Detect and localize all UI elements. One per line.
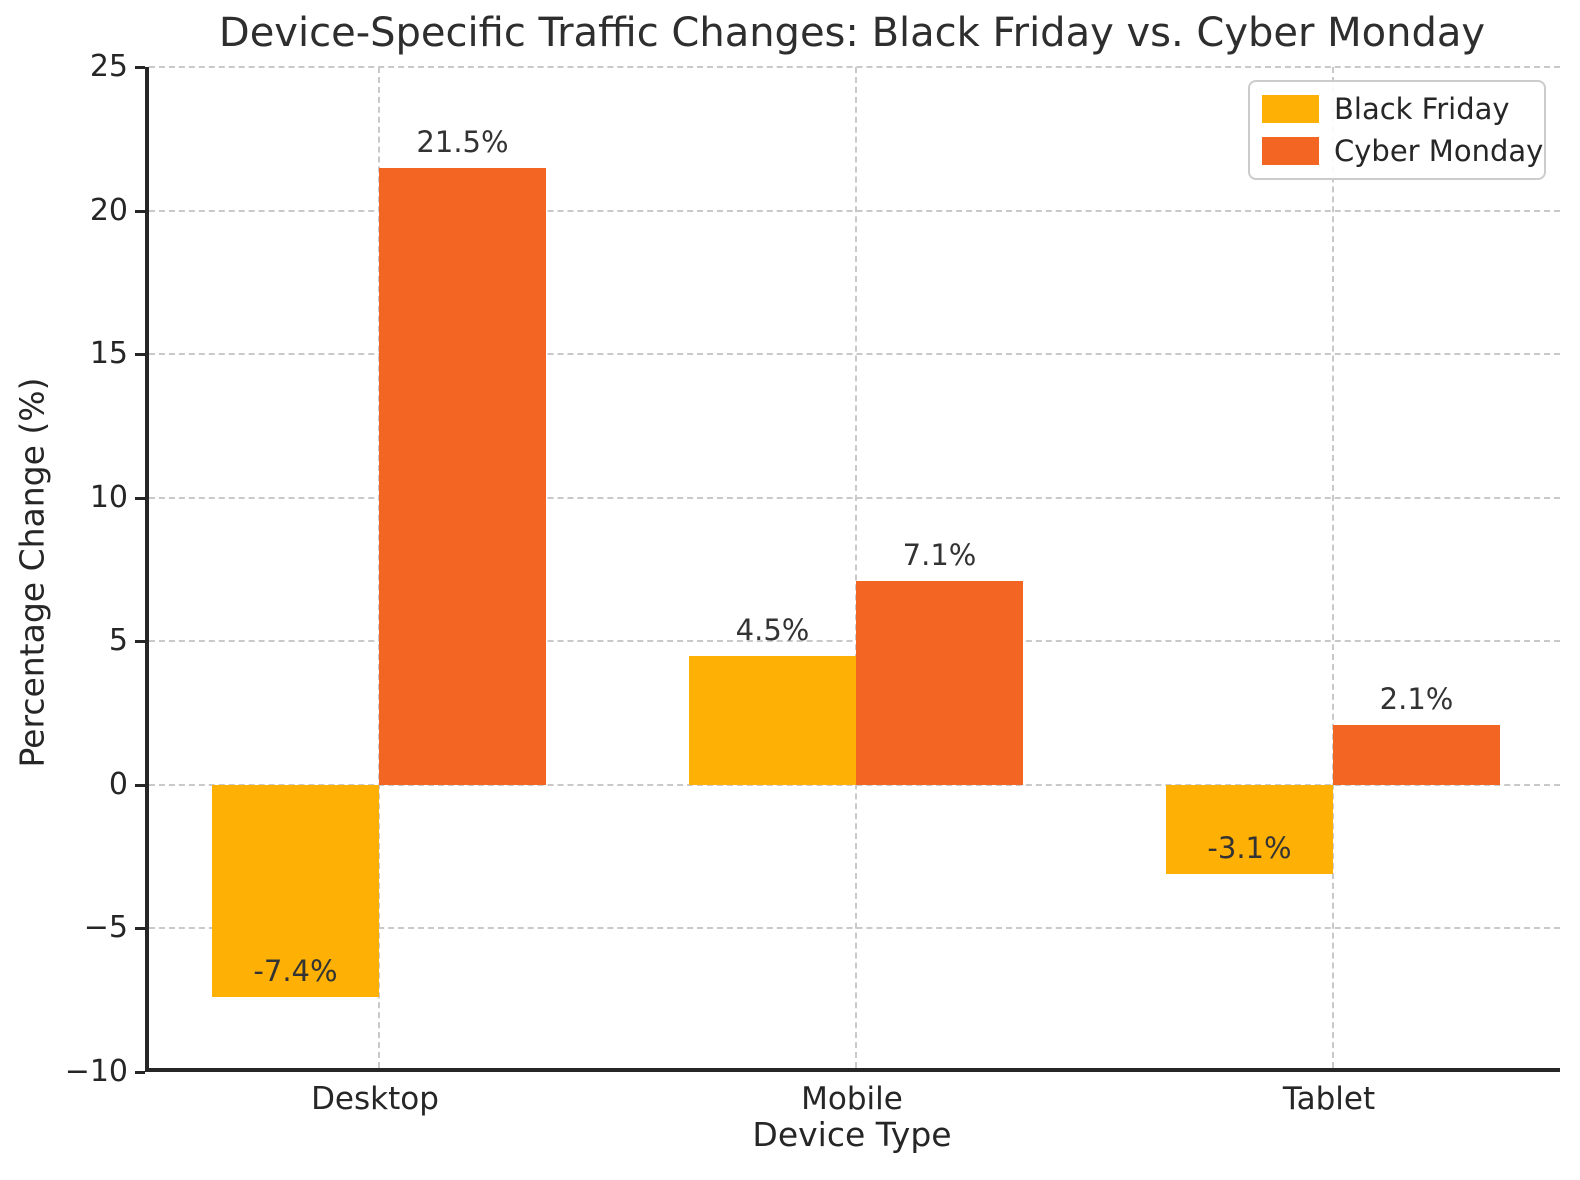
bar-value-label: 21.5% (416, 124, 509, 159)
bar-value-label: 7.1% (902, 537, 977, 572)
y-tick-mark (135, 640, 145, 644)
legend-swatch-black-friday (1262, 95, 1319, 123)
legend-item-black-friday: Black Friday (1262, 92, 1532, 126)
legend-label-cyber-monday: Cyber Monday (1334, 134, 1544, 168)
gridline-horizontal (149, 209, 1560, 212)
bar-value-label: 4.5% (735, 612, 810, 647)
legend: Black Friday Cyber Monday (1248, 80, 1546, 180)
y-tick-mark (135, 927, 145, 931)
bar-black-friday-mobile (689, 655, 856, 785)
gridline-horizontal (149, 66, 1560, 68)
gridline-horizontal (149, 640, 1560, 643)
bar-cyber-monday-desktop (379, 167, 546, 785)
x-tick-label: Tablet (1282, 1081, 1376, 1117)
bar-cyber-monday-mobile (856, 580, 1023, 785)
y-tick-label: 15 (89, 336, 128, 372)
chart-title: Device-Specific Traffic Changes: Black F… (218, 10, 1486, 56)
legend-item-cyber-monday: Cyber Monday (1262, 134, 1543, 168)
gridline-vertical (855, 67, 857, 1068)
y-tick-label: 20 (89, 192, 128, 228)
x-tick-label: Mobile (801, 1081, 903, 1117)
y-tick-mark (135, 496, 145, 500)
x-tick-label: Desktop (311, 1081, 439, 1117)
bar-value-label: -3.1% (1207, 830, 1292, 865)
gridline-horizontal (149, 496, 1560, 499)
bar-cyber-monday-tablet (1333, 724, 1500, 785)
y-tick-label: 10 (89, 479, 128, 515)
bar-value-label: -7.4% (253, 954, 338, 989)
y-tick-mark (135, 66, 145, 69)
bar-value-label: 2.1% (1379, 681, 1454, 716)
y-tick-label: 5 (108, 623, 128, 659)
gridline-vertical (1332, 67, 1334, 1068)
y-tick-label: −5 (83, 910, 128, 946)
y-tick-mark (135, 1071, 145, 1074)
legend-swatch-cyber-monday (1262, 137, 1319, 165)
y-tick-label: 25 (89, 49, 128, 84)
plot-area: -7.4% 4.5% -3.1% 21.5% 7.1% 2.1% (145, 66, 1560, 1072)
gridline-horizontal (149, 783, 1560, 786)
y-tick-label: 0 (108, 766, 128, 802)
y-tick-mark (135, 783, 145, 787)
bar-black-friday-tablet (1166, 784, 1333, 874)
x-axis-label: Device Type (752, 1115, 952, 1154)
legend-label-black-friday: Black Friday (1334, 92, 1510, 126)
gridline-horizontal (149, 353, 1560, 356)
y-tick-mark (135, 209, 145, 213)
gridline-horizontal (149, 927, 1560, 930)
y-tick-mark (135, 353, 145, 357)
bar-black-friday-desktop (212, 784, 379, 998)
y-tick-label: −10 (64, 1054, 128, 1089)
